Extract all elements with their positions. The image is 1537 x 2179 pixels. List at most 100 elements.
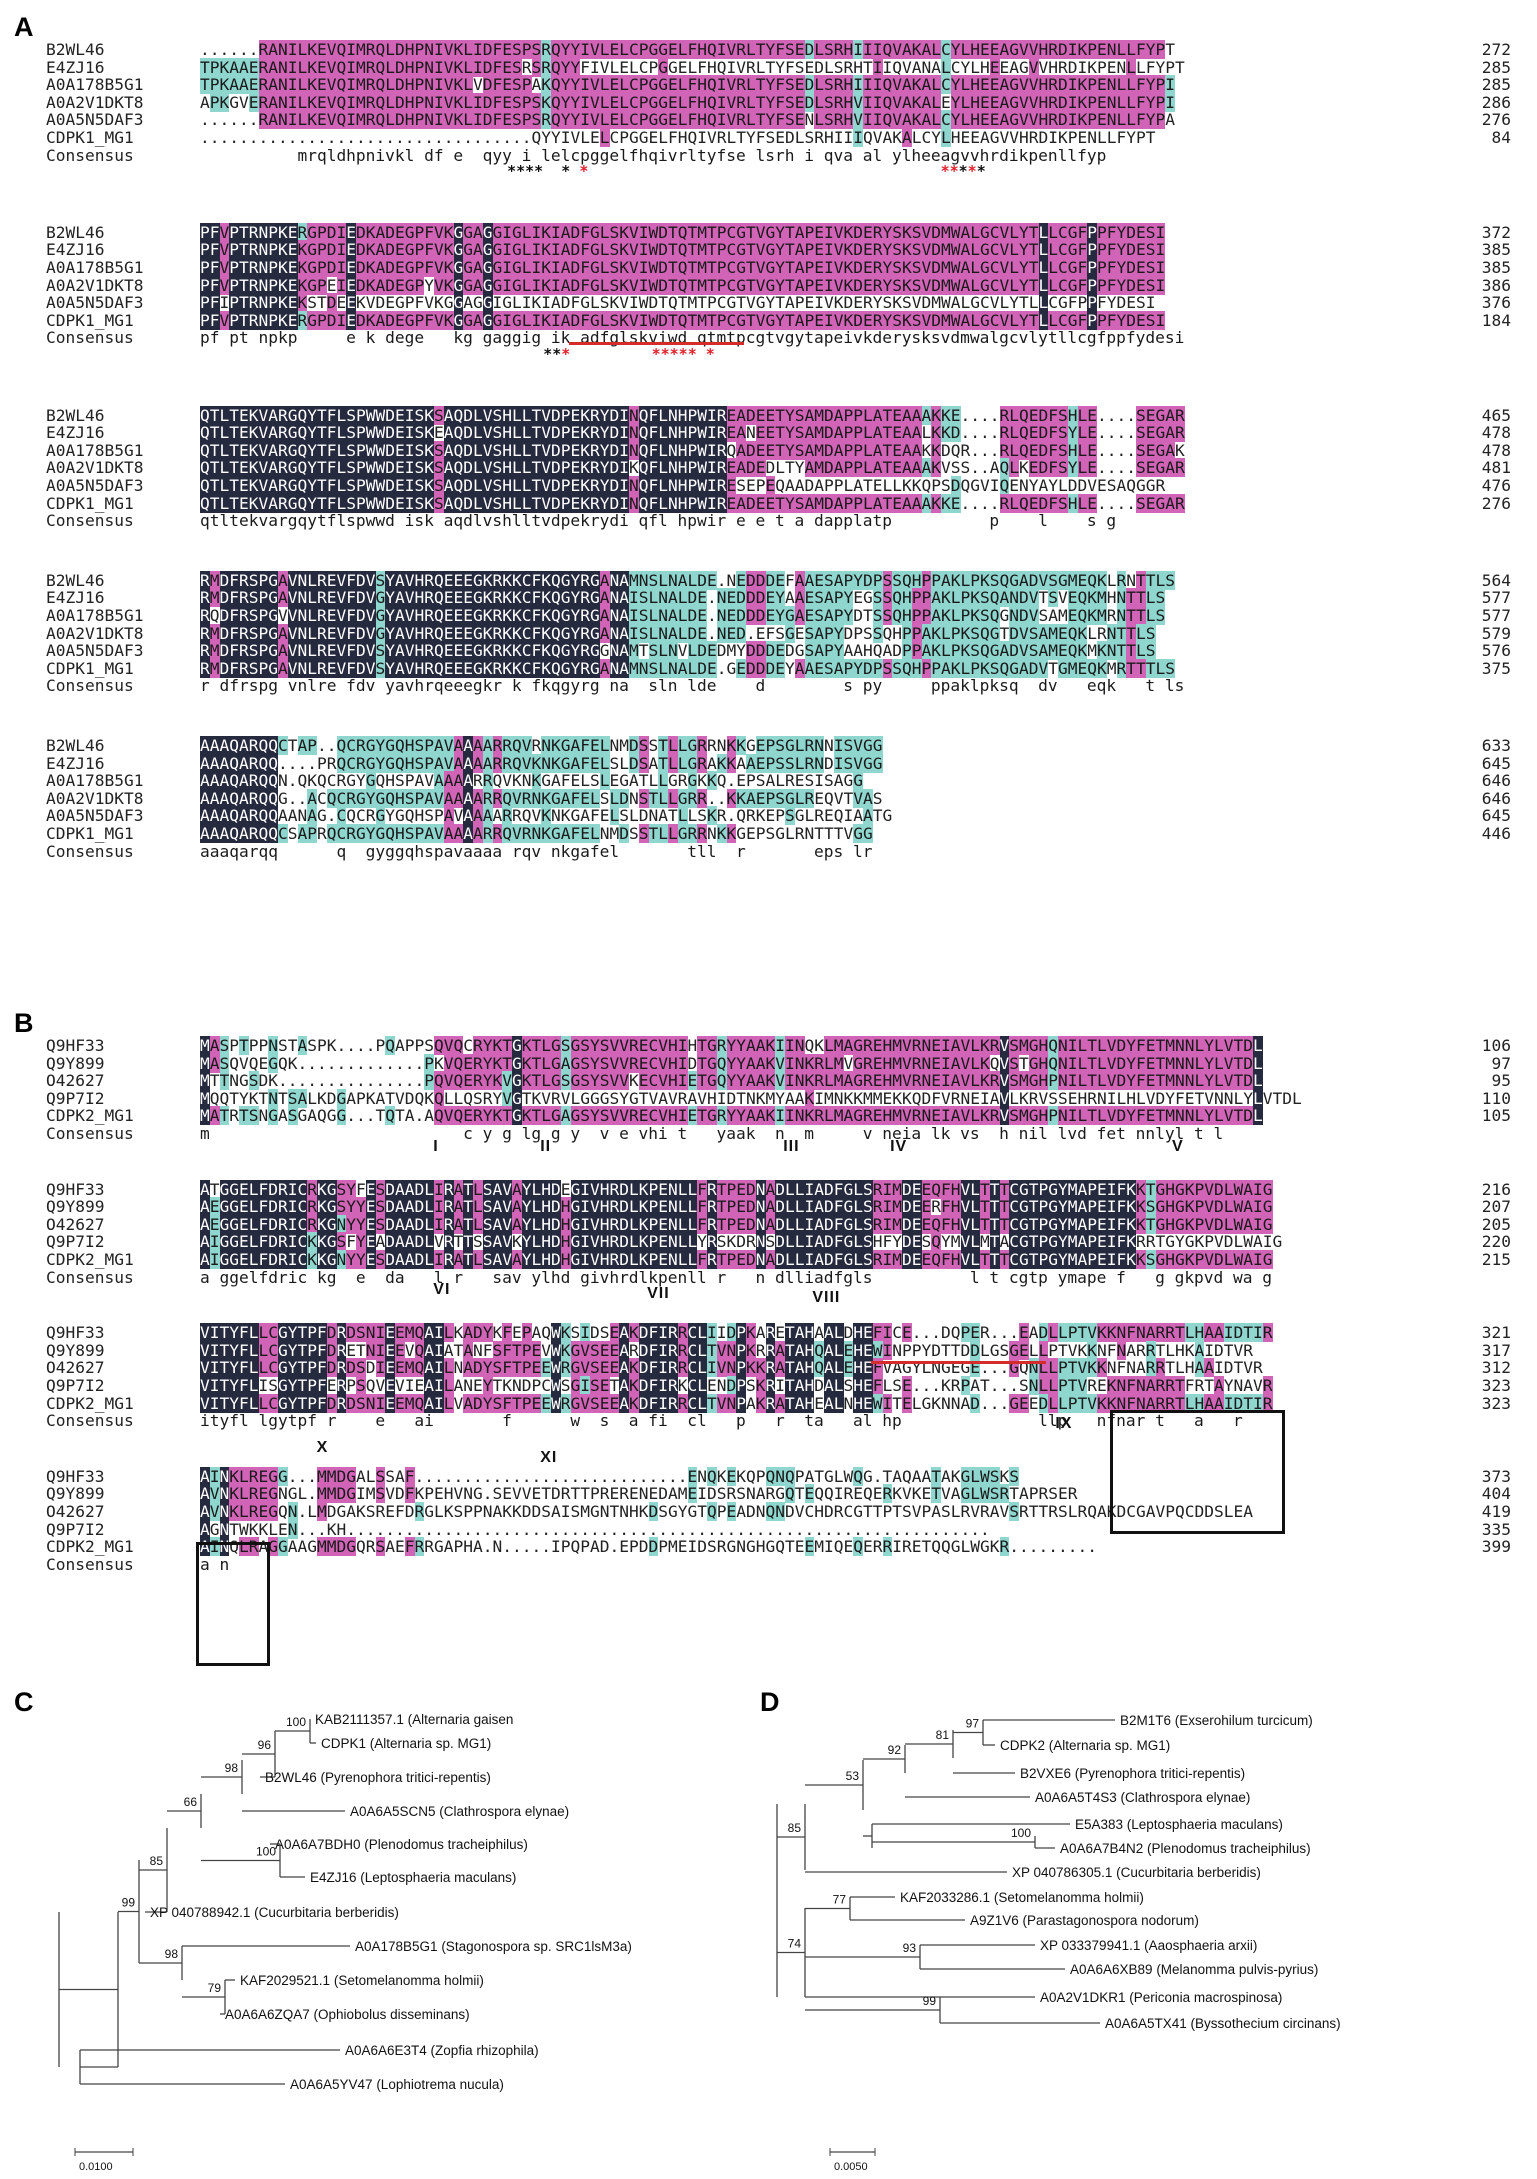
consensus-row: Consensus aaaqarqq q gyggqhspavaaaa rqv n… [42,842,1517,862]
sequence-name: E4ZJ16 [46,753,105,773]
consensus-row: Consensus m c y g lg g y v e vhi t yaak n… [42,1124,1517,1144]
alignment-row: Q9P7I2 VITYFLISGYTPFERPSQVEVIEAILANEYTKND… [42,1376,1517,1396]
sequence-name: CDPK2_MG1 [46,1393,134,1413]
sequence-residues: MQQTYKTNTSALKDGAPKATVDQKQLLQSRYVGTKVRVLG… [200,1088,1302,1108]
bootstrap-value: 99 [923,1994,937,2008]
alignment-row: A0A5N5DAF3 ......RANILKEVQIMRQLDHPNIVKLID… [42,110,1517,130]
sequence-residues: AEGGELFDRICRKGSYYESDAADLIRATLSAVAYLHDHGI… [200,1197,1273,1217]
sequence-residues: QTLTEKVARGQYTFLSPWWDEISKSAQDLVSHLLTVDPEK… [200,476,1166,495]
sequence-name: A0A178B5G1 [46,440,144,460]
tree-leaf-label: KAF2029521.1 (Setomelanomma holmii) [240,1973,484,1988]
residue-position: 106 [1481,1036,1511,1055]
bootstrap-value: 98 [225,1761,239,1775]
motif-label: VIII [812,1289,841,1307]
sequence-name: B2WL46 [46,222,105,242]
motif-label: XI [540,1448,558,1466]
residue-position: 285 [1481,75,1511,95]
motif-label: X [316,1438,329,1456]
residue-position: 317 [1481,1340,1511,1360]
sequence-residues: PFVPTRNPKEKGPEIEDKADEGPYVKGGAGGIGLIKIADF… [200,275,1166,295]
sequence-name: A0A2V1DKT8 [46,623,144,643]
sequence-residues: AGNTWKKLEN...KH.........................… [200,1519,990,1539]
alignment-row: B2WL46 ......RANILKEVQIMRQLDHPNIVKLIDFESP… [42,40,1517,60]
bootstrap-value: 99 [122,1896,136,1910]
residue-position: 376 [1481,293,1511,313]
consensus-label: Consensus [46,1124,134,1143]
residue-position: 97 [1491,1053,1512,1073]
residue-position: 465 [1481,405,1511,425]
residue-position: 323 [1481,1376,1511,1395]
alignment-row: CDPK2_MG1 AINQLRAGGAAGMMDGQRSAEFRRGAPHA.N… [42,1537,1517,1557]
tree-leaf-label: KAF2033286.1 (Setomelanomma holmii) [900,1890,1144,1905]
sequence-residues: QTLTEKVARGQYTFLSPWWDEISKSAQDLVSHLLTVDPEK… [200,458,1185,478]
alignment-row: Q9Y899 MASQVQEGQK.............PKVQERYKTGK… [42,1053,1517,1074]
sequence-residues: TPKAAERANILKEVQIMRQLDHPNIVKLIDFESRSRQYYF… [200,57,1185,77]
sequence-residues: AAAQARQQN.QKQCRGYGQHSPAVAAAARRQVKNKGAFEL… [200,771,863,791]
consensus-sequence: qtltekvargqytflspwwd isk aqdlvshlltvdpek… [200,511,1146,531]
sequence-residues: VITYFLLCGYTPFDRDSNIEEMQAILKADYKFEPAQWKSI… [200,1323,1273,1343]
sequence-residues: ATGGELFDRICRKGSYFESDAADLIRATLSAVAYLHDEGI… [200,1179,1273,1199]
sequence-name: B2WL46 [46,405,105,425]
sequence-residues: AIGGELFDRICKKGSFYEADAADLVRTTSSAVKYLHDHGI… [200,1232,1283,1252]
sequence-residues: MASQVQEGQK.............PKVQERYKTGKTLGAGS… [200,1053,1263,1073]
sequence-name: E4ZJ16 [46,588,105,608]
alignment-row: A0A2V1DKT8 AAAQARQQG..ACQCRGYGQHSPAVAAAAR… [42,788,1517,809]
red-underline [870,1361,1046,1364]
residue-position: 276 [1481,110,1511,130]
consensus-row: Consensus r dfrspg vnlre fdv yavhrqeeegkr… [42,676,1517,696]
consensus-label: Consensus [46,841,134,861]
sequence-residues: AINQLRAGGAAGMMDGQRSAEFRRGAPHA.N.....IPQP… [200,1537,1097,1557]
motif-box [196,1542,271,1666]
residue-position: 105 [1481,1106,1511,1126]
alignment-row: CDPK1_MG1 RMDFRSPGAVNLREVFDVSYAVHRQEEEGKR… [42,658,1517,679]
motif-label: VI [433,1281,451,1299]
residue-position: 385 [1481,258,1511,277]
bootstrap-value: 93 [903,1941,917,1955]
alignment-row: CDPK2_MG1 MATRTSNGASGAQGG...TQTA.AQVQERYK… [42,1106,1517,1126]
bootstrap-value: 100 [286,1715,306,1729]
bootstrap-value: 100 [256,1845,276,1859]
alignment-row: O42627 AVNKLREGQN.LMDGAKSREFDRGLKSPPNAKKD… [42,1502,1517,1522]
tree-leaf-label: A0A6A6E3T4 (Zopfia rhizophila) [345,2043,539,2058]
residue-position: 646 [1481,788,1511,808]
residue-position: 646 [1481,771,1511,791]
sequence-residues: AIGGELFDRICKKGNYYESDAADLIRATLSAVAYLHDHGI… [200,1250,1273,1269]
consensus-label: Consensus [46,1554,134,1574]
alignment-row: Q9P7I2 MQQTYKTNTSALKDGAPKATVDQKQLLQSRYVGT… [42,1088,1517,1109]
alignment-row: E4ZJ16 AAAQARQQ....PRQCRGYGQHSPAVAAAARRQV… [42,753,1517,774]
bootstrap-value: 81 [936,1728,950,1742]
bootstrap-value: 53 [846,1769,860,1783]
sequence-residues: PFVPTRNPKEKGPDIEDKADEGPFVKGGAGGIGLIKIADF… [200,240,1166,260]
consensus-sequence: a ggelfdric kg e da l r sav ylhd givhrdl… [200,1267,1273,1287]
consensus-row: Consensus a ggelfdric kg e da l r sav ylh… [42,1268,1517,1288]
phylogenetic-tree-c: KAB2111357.1 (Alternaria gaisen CDPK1 (Al… [58,1712,632,2170]
alignment-row: O42627 AEGGELFDRICRKGNYYESDAADLIRATLSAVAY… [42,1214,1517,1235]
tree-leaf-label: A0A6A5T4S3 (Clathrospora elynae) [1035,1790,1250,1805]
tree-leaf-label: A9Z1V6 (Parastagonospora nodorum) [970,1913,1199,1928]
sequence-residues: AEGGELFDRICRKGNYYESDAADLIRATLSAVAYLHDHGI… [200,1214,1273,1234]
sequence-residues: RMDFRSPGAVNLREVFDVGYAVHRQEEEGKRKKCFKQGYR… [200,588,1166,608]
residue-position: 481 [1481,458,1511,478]
sequence-residues: APKGVERANILKEVQIMRQLDHPNIVKLIDFESPSKQYYI… [200,92,1175,112]
tree-leaf-label: A0A6A7B4N2 (Plenodomus tracheiphilus) [1060,1841,1311,1856]
sequence-name: B2WL46 [46,736,105,755]
tree-leaf-label: A0A178B5G1 (Stagonospora sp. SRC1lsM3a) [355,1939,632,1954]
residue-position: 576 [1481,641,1511,661]
sequence-name: O42627 [46,1358,105,1378]
bootstrap-value: 85 [150,1854,164,1868]
consensus-label: Consensus [46,328,134,348]
tree-leaf-label: CDPK2 (Alternaria sp. MG1) [1000,1738,1170,1753]
residue-position: 446 [1481,824,1511,843]
sequence-residues: PFVPTRNPKEKGPDIEDKADEGPFVKGGAGGIGLIKIADF… [200,258,1166,277]
sequence-residues: AAAQARQQ....PRQCRGYGQHSPAVAAAARRQVKNKGAF… [200,753,883,773]
panel-label-c: C [14,1687,34,1717]
sequence-name: CDPK1_MG1 [46,310,134,330]
bootstrap-value: 92 [888,1743,902,1757]
consensus-row: Consensus mrqldhpnivkl df e qyy i lelcpg… [42,146,1517,166]
sequence-name: A0A5N5DAF3 [46,641,144,661]
residue-position: 323 [1481,1393,1511,1413]
site-markers: **** * * ***** [507,162,986,181]
residue-position: 286 [1481,92,1511,112]
red-underline [569,342,745,345]
panel-label-d: D [760,1687,780,1717]
